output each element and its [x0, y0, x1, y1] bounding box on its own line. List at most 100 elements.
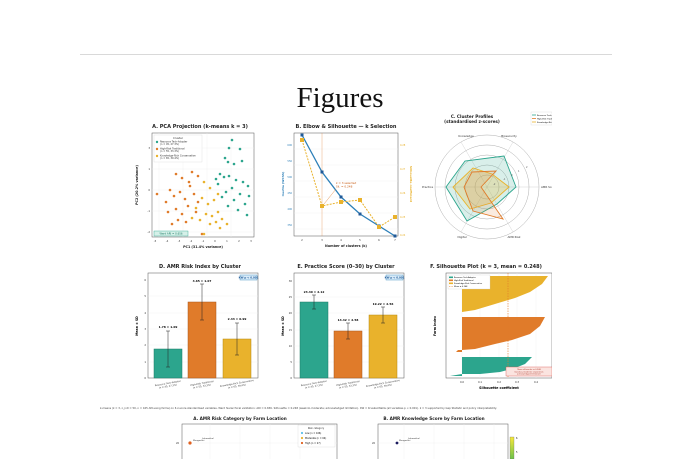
panel-d-title: D. AMR Risk Index by Cluster [159, 264, 241, 270]
svg-text:-2: -2 [147, 230, 150, 234]
svg-text:6: 6 [144, 278, 146, 282]
svg-text:2: 2 [144, 343, 146, 347]
svg-text:Inertia (WCSS): Inertia (WCSS) [281, 171, 285, 196]
risk-category-map: A. AMR Risk Category by Farm Location Mo… [176, 416, 338, 463]
svg-text:Mean = 0.248: Mean = 0.248 [454, 286, 468, 288]
svg-text:PC1 (31.4% variance): PC1 (31.4% variance) [183, 245, 223, 249]
svg-text:KW p < 0.001: KW p < 0.001 [239, 276, 259, 280]
svg-text:KW p < 0.001: KW p < 0.001 [385, 276, 405, 280]
svg-text:Digital: Digital [457, 235, 466, 239]
svg-text:1: 1 [148, 167, 150, 171]
svg-text:Ward ARI = 0.656: Ward ARI = 0.656 [159, 232, 182, 236]
svg-text:-2: -2 [190, 239, 193, 243]
svg-text:PC2 (20.2% variance): PC2 (20.2% variance) [135, 165, 139, 205]
svg-text:0: 0 [214, 239, 216, 243]
svg-text:C. Cluster Profiles: C. Cluster Profiles [451, 114, 494, 119]
svg-text:(n = 45, 27.3%): (n = 45, 27.3%) [305, 383, 324, 389]
svg-text:6: 6 [378, 238, 380, 242]
svg-text:30: 30 [289, 279, 293, 283]
svg-text:5: 5 [359, 238, 361, 242]
svg-text:Resource Tech-Adopter: Resource Tech-Adopter [454, 276, 476, 279]
svg-text:14.42 ± 2.58: 14.42 ± 2.58 [338, 318, 359, 322]
svg-text:1: 1 [226, 239, 228, 243]
svg-text:Resource Tech-Adopter: Resource Tech-Adopter [301, 380, 327, 388]
panel-f-title: F. Silhouette Plot (k = 3, mean = 0.248) [430, 264, 542, 270]
svg-text:-1: -1 [503, 178, 506, 181]
svg-text:Knowledge-Rich Conservative: Knowledge-Rich Conservative [160, 155, 196, 158]
svg-text:550: 550 [287, 160, 292, 163]
svg-text:Farm index: Farm index [433, 316, 437, 336]
svg-text:Lohanathal: Lohanathal [202, 437, 214, 440]
svg-text:Mongachhi: Mongachhi [399, 440, 411, 442]
svg-text:2: 2 [238, 239, 240, 243]
panel-a-title: A. PCA Projection (k-means k = 3) [152, 124, 248, 130]
svg-text:0.3: 0.3 [515, 380, 519, 384]
svg-text:4: 4 [144, 311, 146, 315]
svg-text:A. AMR Risk Category by Farm L: A. AMR Risk Category by Farm Location [193, 416, 286, 421]
svg-text:0.1: 0.1 [478, 380, 482, 384]
svg-text:(n = 45, 27.3%): (n = 45, 27.3%) [159, 383, 178, 389]
silhouette-plot: Resource Tech-Adopter High-Risk Traditio… [433, 272, 553, 390]
svg-text:600: 600 [287, 144, 292, 147]
svg-text:0: 0 [144, 376, 146, 380]
svg-text:(n = 55, 33.3%): (n = 55, 33.3%) [339, 383, 358, 389]
svg-text:(n = 65, 39.4%): (n = 65, 39.4%) [374, 383, 393, 389]
panel-e-practice: E. Practice Score (0–30) by Cluster 23.4… [278, 264, 414, 400]
amr-risk-bar-chart: 1.78 ± 1.09 4.65 ± 1.07 2.43 ± 0.99 KW p… [135, 272, 259, 390]
svg-text:1: 1 [144, 360, 146, 364]
svg-text:0: 0 [290, 376, 292, 380]
panel-e-title: E. Practice Score (0–30) by Cluster [297, 264, 395, 270]
svg-text:26: 26 [176, 442, 180, 445]
svg-text:Low (n = 106): Low (n = 106) [305, 432, 321, 435]
svg-text:0: 0 [511, 174, 513, 177]
panel-f-silhouette: F. Silhouette Plot (k = 3, mean = 0.248)… [420, 264, 553, 400]
svg-text:0.25: 0.25 [400, 216, 406, 219]
svg-text:10: 10 [289, 344, 293, 348]
svg-text:Mean ± SD: Mean ± SD [135, 316, 139, 336]
svg-text:Silhouette coefficient: Silhouette coefficient [479, 386, 519, 390]
svg-text:0.24: 0.24 [400, 234, 406, 237]
panel-b-elbow: B. Elbow & Silhouette — k Selection k = … [278, 124, 414, 250]
svg-text:-4: -4 [166, 239, 169, 243]
svg-text:Knowledge-Rich Conservative: Knowledge-Rich Conservative [366, 379, 401, 388]
svg-text:Sil. = 0.248: Sil. = 0.248 [336, 185, 353, 189]
svg-text:High-Risk Traditional: High-Risk Traditional [160, 148, 185, 151]
svg-text:Silhouette coefficient: Silhouette coefficient [409, 166, 413, 203]
practice-score-bar-chart: 23.40 ± 2.12 14.42 ± 2.58 19.22 ± 2.56 K… [281, 272, 405, 390]
svg-text:1.78 ± 1.09: 1.78 ± 1.09 [159, 325, 178, 329]
svg-text:0: 0 [148, 188, 150, 192]
svg-text:-1: -1 [202, 239, 205, 243]
bottom-panel-b-map: B. AMR Knowledge Score by Farm Location … [364, 415, 524, 463]
svg-text:Lohanathal: Lohanathal [408, 437, 420, 440]
svg-text:400: 400 [287, 208, 292, 211]
svg-text:-1: -1 [147, 209, 150, 213]
svg-text:500: 500 [287, 176, 292, 179]
svg-text:7: 7 [394, 238, 396, 242]
svg-text:-2: -2 [493, 183, 496, 186]
svg-text:19.22 ± 2.56: 19.22 ± 2.56 [373, 302, 394, 306]
svg-text:Resource Tech-Adopter: Resource Tech-Adopter [537, 114, 552, 117]
panel-a-pca: A. PCA Projection (k-means k = 3) Cluste… [132, 124, 268, 250]
svg-text:Biosecurity: Biosecurity [501, 134, 517, 138]
svg-text:AMR Risk: AMR Risk [508, 235, 521, 239]
svg-text:2: 2 [526, 166, 528, 169]
svg-text:350: 350 [287, 224, 292, 227]
svg-text:Mean ± SD: Mean ± SD [281, 316, 285, 336]
figure-caption: k-means (k = 3, n_init = 50, n = 165 AM-… [100, 407, 497, 410]
svg-text:25: 25 [289, 295, 293, 299]
svg-text:Resource Tech-Adopter: Resource Tech-Adopter [160, 141, 187, 144]
svg-text:0.28: 0.28 [400, 144, 406, 147]
svg-text:4: 4 [340, 238, 342, 242]
cluster-radar-chart: C. Cluster Profiles (standardised z-scor… [422, 111, 568, 240]
pca-scatter-chart: Cluster Resource Tech-Adopter(n = 45, 27… [135, 132, 255, 249]
svg-text:acknowledged limitation): acknowledged limitation) [517, 373, 541, 376]
svg-text:5: 5 [144, 294, 146, 298]
svg-text:3: 3 [144, 327, 146, 331]
svg-text:(n = 65, 39.4%): (n = 65, 39.4%) [160, 157, 179, 160]
knowledge-score-map: B. AMR Knowledge Score by Farm Location … [372, 416, 518, 463]
svg-text:Knowledge: Knowledge [458, 134, 474, 138]
svg-text:Practice: Practice [422, 185, 433, 189]
svg-text:Mean silhouette = 0.248: Mean silhouette = 0.248 [517, 368, 541, 371]
svg-text:-3: -3 [178, 239, 181, 243]
svg-text:Cluster: Cluster [173, 136, 184, 140]
